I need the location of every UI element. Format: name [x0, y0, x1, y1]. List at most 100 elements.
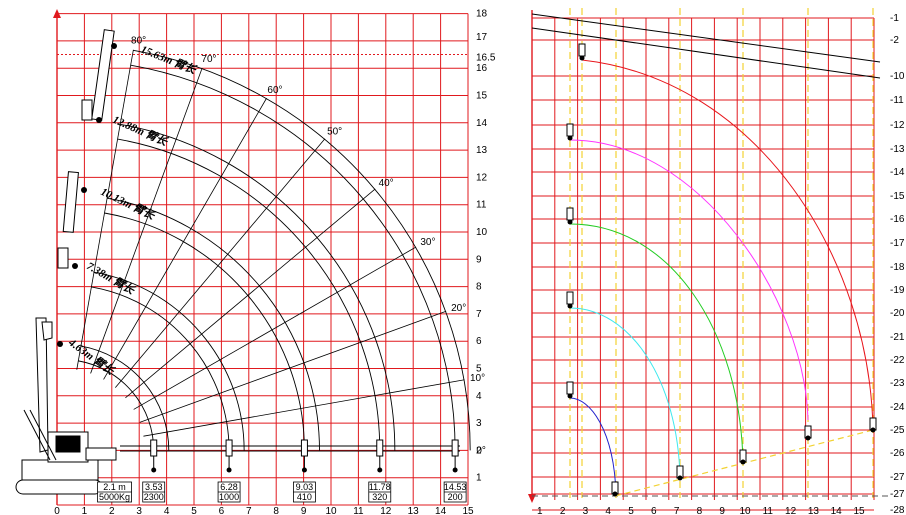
right-y-tick: -16 — [890, 214, 905, 225]
capacity-load: 1000 — [219, 492, 239, 502]
left-x-tick: 14 — [435, 506, 447, 515]
right-y-tick: -22 — [890, 355, 905, 366]
angle-ray — [133, 246, 417, 410]
right-x-tick: 2 — [560, 506, 566, 515]
left-x-tick: 15 — [462, 506, 474, 515]
left-y-tick: 11 — [476, 200, 487, 211]
angle-ray — [115, 138, 326, 388]
left-y-tick: 2 — [476, 445, 482, 456]
right-x-tick: 1 — [537, 506, 543, 515]
hook — [740, 459, 746, 465]
left-y-tick: 9 — [476, 254, 482, 265]
right-y-tick: -19 — [890, 285, 905, 296]
right-y-tick: -24 — [890, 402, 905, 413]
right-y-tick: -25 — [890, 425, 905, 436]
angle-ray — [143, 379, 465, 437]
angle-ray — [76, 49, 134, 370]
right-x-tick: 6 — [651, 506, 657, 515]
boom-label-10-13: 10.13m 臂长 — [99, 185, 158, 223]
right-x-tick: 14 — [831, 506, 843, 515]
left-y-tick: 1 — [476, 473, 482, 484]
capacity-load: 2300 — [144, 492, 164, 502]
hook-block — [376, 439, 384, 457]
capacity-load: 5000Kg — [99, 492, 130, 502]
boom-label-15-63: 15.63m 臂长 — [139, 43, 199, 77]
left-y-tick: 7 — [476, 309, 482, 320]
right-x-tick: 12 — [785, 506, 797, 515]
left-load-chart: 0 1 2 3 4 5 6 7 8 9 10 11 12 13 14 15 12345678910111213… — [15, 9, 496, 515]
left-y-axis-arrow — [53, 9, 61, 18]
right-y-tick: -21 — [890, 332, 905, 343]
left-x-tick: 5 — [191, 506, 197, 515]
boom-label-12-88: 12.88m 臂长 — [111, 113, 170, 149]
left-x-tick: 9 — [301, 506, 307, 515]
hook-block — [578, 43, 586, 57]
capacity-radius: 2.1 m — [103, 482, 126, 492]
right-x-tick: 15 — [853, 506, 865, 515]
left-x-tick: 0 — [54, 506, 60, 515]
right-y-tick: -15 — [890, 191, 905, 202]
hook — [452, 467, 458, 473]
capacity-load: 320 — [372, 492, 387, 502]
left-x-tick: 12 — [380, 506, 392, 515]
hook-block — [225, 439, 233, 457]
right-y-tick: -12 — [890, 120, 905, 131]
capacity-load: 410 — [297, 492, 312, 502]
right-x-tick: 13 — [808, 506, 820, 515]
angle-ray — [103, 97, 267, 380]
right-y-tick: -28 — [890, 505, 905, 515]
left-x-tick: 3 — [136, 506, 142, 515]
right-x-tick: 8 — [697, 506, 703, 515]
hook — [612, 491, 618, 497]
capacity-radius: 11.78 — [369, 482, 391, 492]
left-x-tick: 11 — [353, 506, 364, 515]
hook — [301, 467, 307, 473]
hanging-hooks — [150, 439, 459, 473]
left-y-tick: 15 — [476, 91, 488, 102]
left-y-tick: 18 — [476, 9, 488, 20]
top-boom-line-upper — [531, 13, 881, 63]
angle-label: 20° — [451, 303, 466, 314]
capacity-radius: 14.53 — [444, 482, 467, 492]
left-x-tick: 4 — [164, 506, 170, 515]
boom-sections — [35, 29, 115, 453]
hook — [567, 219, 573, 225]
hook — [226, 467, 232, 473]
lift-curve — [581, 59, 874, 431]
right-y-tick: -13 — [890, 144, 905, 155]
boom-angle-rays — [76, 49, 465, 437]
boom-radius-arcs — [78, 49, 471, 451]
left-x-tick: 13 — [408, 506, 420, 515]
angle-ray — [139, 310, 447, 423]
capacity-radius: 9.03 — [296, 482, 314, 492]
hook — [567, 303, 573, 309]
right-y-tick: -2 — [890, 35, 899, 46]
capacity-load: 200 — [448, 492, 463, 502]
left-x-tick: 6 — [219, 506, 225, 515]
right-y-tick: -1 — [890, 13, 899, 24]
left-y-tick: 13 — [476, 145, 488, 156]
top-boom-line-lower — [531, 27, 881, 79]
left-y-tick: 14 — [476, 118, 488, 129]
hook-block — [451, 439, 459, 457]
left-x-tick: 8 — [273, 506, 279, 515]
angle-label: 0° — [476, 445, 486, 456]
right-x-tick: 10 — [739, 506, 751, 515]
hook-block — [566, 207, 574, 221]
right-curves — [566, 43, 877, 497]
angle-label: 50° — [327, 126, 342, 137]
right-x-tick: 9 — [719, 506, 725, 515]
right-depth-chart: 1 2 3 4 5 6 7 8 9 10 11 12 13 14 15 -1-2-10-11-12-13-1… — [528, 8, 905, 515]
right-y-tick: -27 — [890, 489, 905, 500]
hook-block — [566, 381, 574, 395]
right-y-tick: -11 — [890, 95, 904, 106]
angle-labels: 0° 10° 20° 30° 40° 50° 60° 70° 80° — [131, 35, 486, 456]
capacity-radius: 3.53 — [145, 482, 163, 492]
hook — [579, 55, 585, 61]
right-y-tick: -26 — [890, 448, 905, 459]
left-y-tick: 10 — [476, 227, 488, 238]
hook — [677, 475, 683, 481]
angle-label: 60° — [267, 85, 282, 96]
left-y-tick: 4 — [476, 391, 482, 402]
right-x-tick: 5 — [628, 506, 634, 515]
